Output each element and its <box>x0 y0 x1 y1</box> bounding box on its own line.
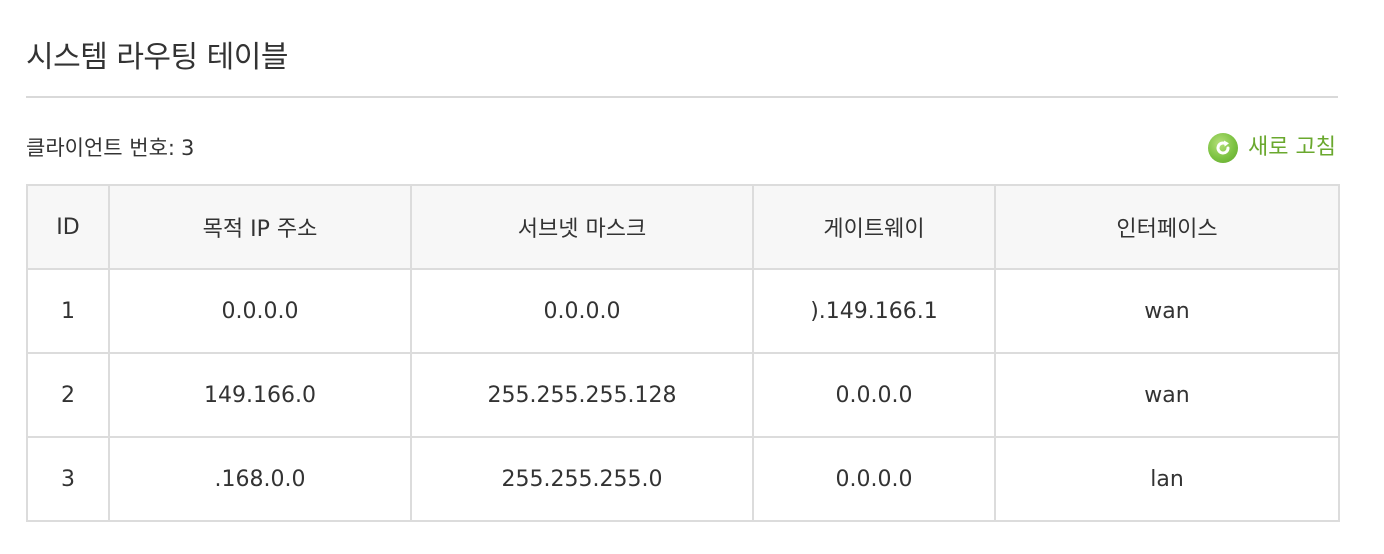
refresh-label: 새로 고침 <box>1248 135 1336 160</box>
cell-gateway: 0.0.0.0 <box>752 352 996 438</box>
table-row: 2 149.166.0 255.255.255.128 0.0.0.0 wan <box>26 352 1340 438</box>
cell-gateway: ).149.166.1 <box>752 268 996 354</box>
cell-destination-ip: .168.0.0 <box>108 436 412 522</box>
client-count: 클라이언트 번호: 3 <box>26 134 194 162</box>
cell-subnet-mask: 0.0.0.0 <box>410 268 754 354</box>
cell-subnet-mask: 255.255.255.128 <box>410 352 754 438</box>
header-id: ID <box>26 184 110 270</box>
routing-table: ID 목적 IP 주소 서브넷 마스크 게이트웨이 인터페이스 1 0.0.0.… <box>26 184 1340 522</box>
cell-destination-ip: 149.166.0 <box>108 352 412 438</box>
header-subnet-mask: 서브넷 마스크 <box>410 184 754 270</box>
header-destination-ip: 목적 IP 주소 <box>108 184 412 270</box>
header-gateway: 게이트웨이 <box>752 184 996 270</box>
table-row: 3 .168.0.0 255.255.255.0 0.0.0.0 lan <box>26 436 1340 522</box>
cell-destination-ip: 0.0.0.0 <box>108 268 412 354</box>
cell-interface: wan <box>994 352 1340 438</box>
page-title: 시스템 라우팅 테이블 <box>26 40 288 75</box>
cell-interface: lan <box>994 436 1340 522</box>
cell-interface: wan <box>994 268 1340 354</box>
cell-id: 3 <box>26 436 110 522</box>
client-count-value: 3 <box>181 136 195 160</box>
title-divider <box>26 96 1338 98</box>
redaction-mask <box>158 441 230 446</box>
client-count-label: 클라이언트 번호: <box>26 136 175 160</box>
refresh-button[interactable]: 새로 고침 <box>1208 131 1336 165</box>
refresh-icon <box>1208 133 1239 163</box>
table-header-row: ID 목적 IP 주소 서브넷 마스크 게이트웨이 인터페이스 <box>26 184 1340 270</box>
table-row: 1 0.0.0.0 0.0.0.0 ).149.166.1 wan <box>26 268 1340 354</box>
header-interface: 인터페이스 <box>994 184 1340 270</box>
cell-id: 2 <box>26 352 110 438</box>
cell-subnet-mask: 255.255.255.0 <box>410 436 754 522</box>
cell-id: 1 <box>26 268 110 354</box>
cell-gateway: 0.0.0.0 <box>752 436 996 522</box>
